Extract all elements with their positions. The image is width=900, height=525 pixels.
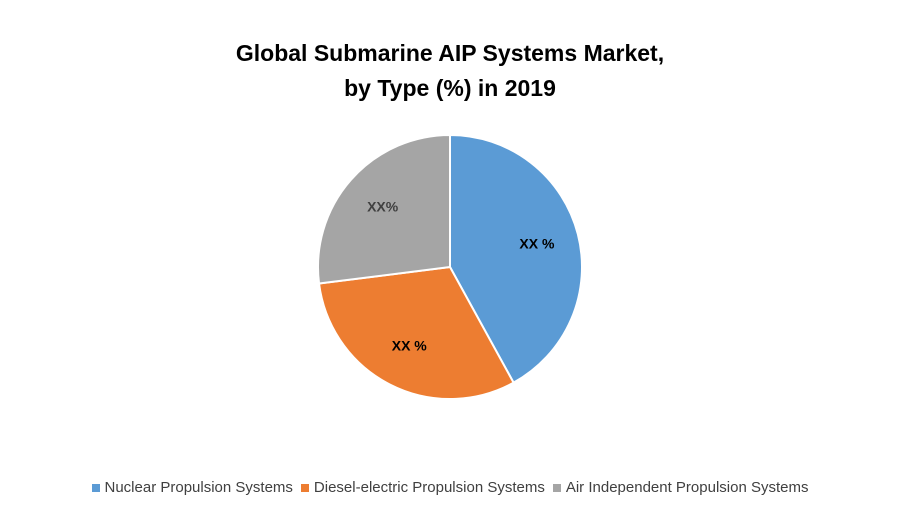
legend-item-air-independent: Air Independent Propulsion Systems xyxy=(552,479,809,496)
chart-title-line-2: by Type (%) in 2019 xyxy=(344,75,556,101)
legend-swatch-air-independent xyxy=(552,483,561,492)
legend-label-air-independent: Air Independent Propulsion Systems xyxy=(565,479,809,496)
pie-slices xyxy=(317,133,583,400)
legend-swatch-diesel-electric xyxy=(300,483,309,492)
legend-item-diesel-electric: Diesel-electric Propulsion Systems xyxy=(300,479,545,496)
pie-slice-nuclear xyxy=(449,133,583,385)
chart-title: Global Submarine AIP Systems Market, by … xyxy=(0,36,900,106)
legend-label-diesel-electric: Diesel-electric Propulsion Systems xyxy=(313,479,545,496)
data-label-air-independent: XX% xyxy=(367,198,399,214)
pie-data-labels: XX % XX % XX% xyxy=(367,198,555,353)
pie-slice-diesel-electric xyxy=(317,265,515,400)
legend-label-nuclear: Nuclear Propulsion Systems xyxy=(104,479,293,496)
pie-slice-air-independent xyxy=(317,133,451,285)
legend-swatch-nuclear xyxy=(91,483,100,492)
legend-item-nuclear: Nuclear Propulsion Systems xyxy=(91,479,293,496)
chart-legend: Nuclear Propulsion Systems Diesel-electr… xyxy=(0,479,900,496)
data-label-nuclear: XX % xyxy=(519,235,555,251)
chart-title-line-1: Global Submarine AIP Systems Market, xyxy=(235,40,665,66)
data-label-diesel-electric: XX % xyxy=(392,338,428,354)
